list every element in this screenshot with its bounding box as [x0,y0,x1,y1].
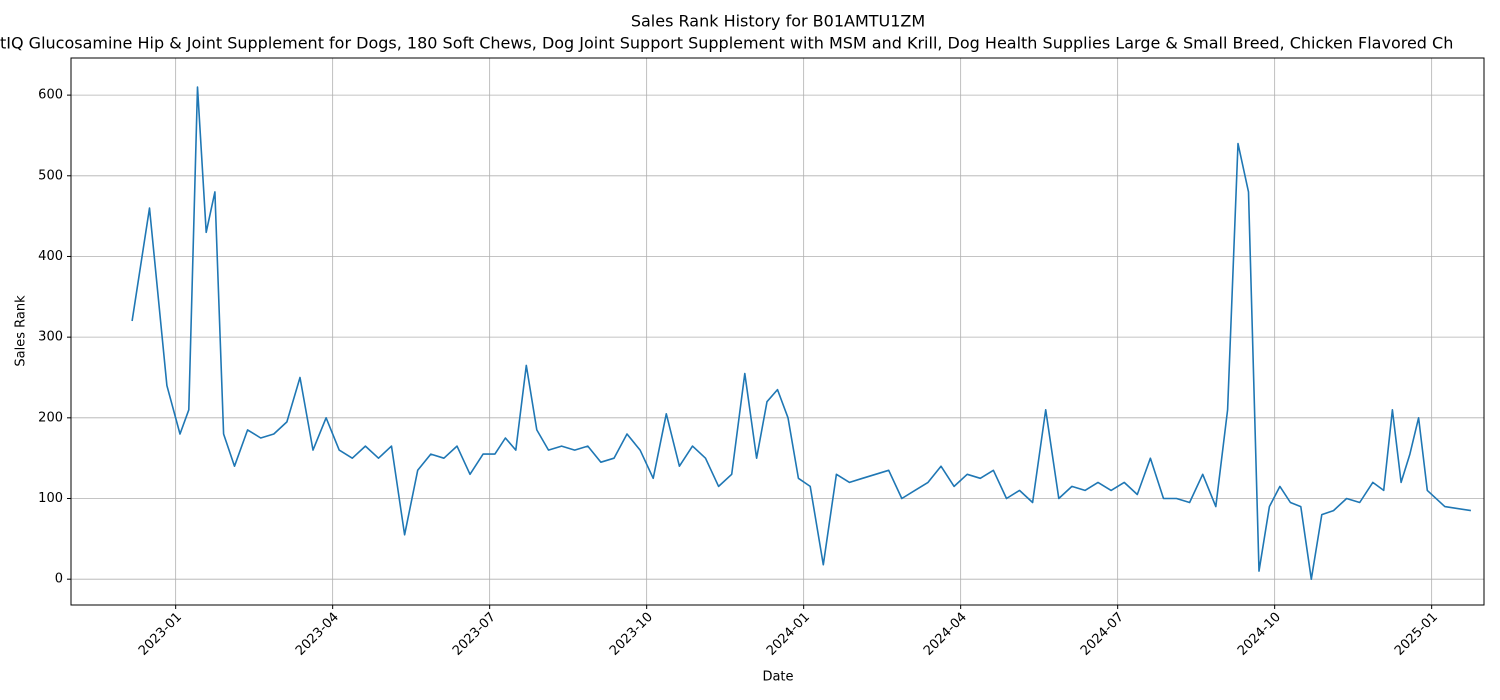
y-tick-label: 0 [55,572,63,587]
data-line [131,86,1472,580]
chart-title: Sales Rank History for B01AMTU1ZM [631,12,925,31]
y-tick-label: 200 [38,410,63,425]
y-tick-label: 600 [38,88,63,103]
y-tick-label: 300 [38,330,63,345]
chart-subtitle: tIQ Glucosamine Hip & Joint Supplement f… [0,34,1453,53]
y-tick-label: 500 [38,168,63,183]
y-axis-label: Sales Rank [14,295,29,367]
y-tick-label: 100 [38,491,63,506]
y-tick-label: 400 [38,249,63,264]
plot-frame [70,57,1485,606]
x-axis-label: Date [762,670,793,685]
